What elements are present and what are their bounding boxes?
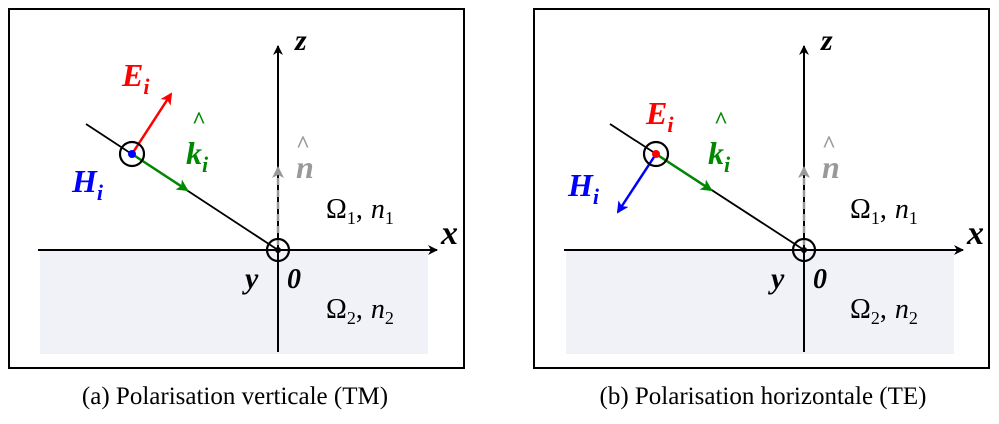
region-2-label: Ω2, n2	[326, 294, 394, 328]
region-1-label: Ω1, n1	[850, 194, 918, 228]
h-label: Hi	[71, 163, 104, 205]
x-label: x	[440, 215, 458, 252]
region-1-label: Ω1, n1	[326, 194, 394, 228]
h-dot	[128, 150, 136, 158]
origin-dot	[801, 247, 807, 253]
k-label: ki	[186, 135, 209, 177]
caption-tm: (a) Polarisation verticale (TM)	[81, 383, 389, 410]
origin-label: 0	[813, 264, 827, 295]
y-axis-out-marker	[791, 237, 817, 263]
x-label: x	[966, 215, 984, 252]
h-field-vector	[616, 153, 658, 214]
y-label: y	[242, 262, 259, 295]
region-2-label: Ω2, n2	[850, 294, 918, 328]
medium-2-region	[40, 250, 428, 354]
medium-2-region	[566, 250, 954, 354]
k-hat-mark: ^	[714, 108, 728, 134]
e-label: Ei	[121, 57, 150, 99]
n-label: n	[296, 149, 314, 185]
frame	[8, 8, 465, 369]
panel-te: z x y 0 Ei Hi ^ ki ^ n Ω1, n1 Ω2, n2 (b) P…	[528, 0, 998, 424]
h-label: Hi	[567, 167, 600, 209]
e-dot	[652, 150, 660, 158]
k-vector	[655, 152, 713, 192]
panel-tm: z x y 0 Ei Hi ^ ki ^ n Ω1, n1 Ω2, n2 (a) P…	[0, 0, 470, 424]
h-out-of-plane-marker	[118, 140, 146, 168]
e-label: Ei	[645, 95, 674, 137]
frame	[533, 8, 990, 369]
diagram-tm: z x y 0 Ei Hi ^ ki ^ n Ω1, n1 Ω2, n2	[8, 8, 465, 369]
k-label: ki	[708, 135, 731, 177]
caption-te: (b) Polarisation horizontale (TE)	[599, 383, 927, 410]
n-hat-mark: ^	[822, 132, 836, 158]
n-hat-mark: ^	[296, 132, 310, 158]
y-axis-out-marker	[265, 237, 291, 263]
n-label: n	[822, 149, 840, 185]
y-label: y	[768, 262, 785, 295]
k-hat-mark: ^	[192, 108, 206, 134]
e-out-of-plane-marker	[642, 140, 670, 168]
diagram-te: z x y 0 Ei Hi ^ ki ^ n Ω1, n1 Ω2, n2	[533, 8, 990, 369]
origin-label: 0	[287, 264, 301, 295]
k-vector	[131, 152, 189, 192]
z-label: z	[294, 24, 307, 57]
origin-dot	[275, 247, 281, 253]
z-label: z	[820, 24, 833, 57]
e-field-vector	[130, 92, 173, 155]
